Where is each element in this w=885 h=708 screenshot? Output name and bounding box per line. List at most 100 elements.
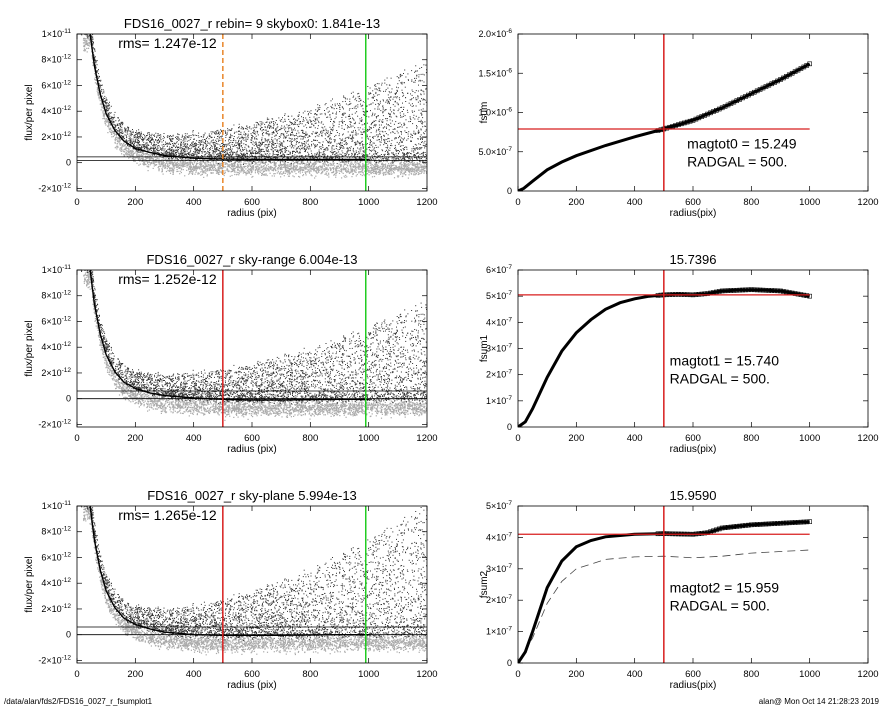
light-points-flux1 [82, 34, 427, 179]
ytick-label-fsum1-1: 1×10-7 [486, 395, 512, 406]
plot-area-flux2 [77, 270, 427, 427]
xtick-label-flux1-5: 1000 [358, 197, 379, 208]
ytick-label-fsum2-3: 3×10-7 [486, 563, 512, 574]
rms-label-flux2: rms= 1.252e-12 [118, 271, 217, 287]
xtick-label-flux2-4: 800 [302, 433, 318, 444]
xtick-label-fsum1-4: 800 [743, 433, 759, 444]
ytick-label-flux2-5: 8×10-12 [41, 290, 71, 301]
xtick-label-flux3-4: 800 [302, 669, 318, 680]
title-fsum2: 15.9590 [670, 488, 717, 503]
ytick-label-fsum1-0: 0 [507, 422, 512, 432]
xtick-label-fsum-3: 600 [685, 197, 701, 208]
title-flux2: FDS16_0027_r sky-range 6.004e-13 [146, 252, 357, 267]
ytick-label-flux3-3: 4×10-12 [41, 577, 71, 588]
ytick-label-fsum2-2: 2×10-7 [486, 594, 512, 605]
panel-flux2: 0 200 400 600 800 1000 1200-2×10-1202×10-124×1… [24, 252, 438, 455]
footer-file-path: /data/alan/fds2/FDS16_0027_r_fsumplot1 [4, 697, 152, 706]
panel-flux3: 0 200 400 600 800 1000 1200-2×10-1202×10-124×1… [24, 488, 438, 691]
frame-flux2 [76, 269, 428, 428]
ylabel-fsum: fsum [479, 102, 490, 124]
panel-fsum1: magtot1 = 15.740 RADGAL = 500. 0 200 400 600 8… [479, 252, 879, 455]
ytick-label-fsum-4: 2.0×10-6 [478, 28, 512, 39]
ytick-label-fsum-2: 1.0×10-6 [478, 107, 512, 118]
ytick-label-flux2-3: 4×10-12 [41, 341, 71, 352]
ytick-label-fsum2-5: 5×10-7 [486, 500, 512, 511]
ytick-label-flux3-4: 6×10-12 [41, 551, 71, 562]
ytick-label-flux1-3: 4×10-12 [41, 105, 71, 116]
ytick-label-fsum1-2: 2×10-7 [486, 369, 512, 380]
title-flux1: FDS16_0027_r rebin= 9 skybox0: 1.841e-13 [124, 16, 380, 31]
xtick-label-fsum-1: 200 [568, 197, 584, 208]
ylabel-flux1: flux/per pixel [24, 84, 35, 140]
ytick-label-fsum-3: 1.5×10-6 [478, 67, 512, 78]
xtick-label-flux2-3: 600 [244, 433, 260, 444]
xtick-label-fsum1-5: 1000 [799, 433, 820, 444]
ytick-label-flux3-6: 1×10-11 [42, 500, 72, 511]
plot-area-fsum2 [518, 506, 812, 663]
curve-markers-fsum [655, 61, 812, 133]
xlabel-fsum2: radius(pix) [670, 680, 717, 691]
ytick-label-flux1-2: 2×10-12 [41, 131, 71, 142]
ytick-label-flux1-6: 1×10-11 [42, 28, 72, 39]
xtick-label-fsum2-3: 600 [685, 669, 701, 680]
xtick-label-flux2-2: 400 [186, 433, 202, 444]
ytick-label-flux1-4: 6×10-12 [41, 79, 71, 90]
xtick-label-flux2-6: 1200 [416, 433, 437, 444]
xtick-label-flux3-0: 0 [74, 669, 79, 680]
ytick-label-fsum1-3: 3×10-7 [486, 343, 512, 354]
xtick-label-flux1-4: 800 [302, 197, 318, 208]
annotation-fsum1-1: RADGAL = 500. [670, 371, 770, 387]
xtick-label-fsum2-1: 200 [568, 669, 584, 680]
ytick-label-flux2-4: 6×10-12 [41, 315, 71, 326]
ytick-label-flux3-2: 2×10-12 [41, 603, 71, 614]
footer-user-timestamp: alan@ Mon Oct 14 21:28:23 2019 [759, 697, 879, 706]
plot-area-flux3 [77, 506, 427, 663]
xtick-label-flux2-5: 1000 [358, 433, 379, 444]
xtick-label-flux1-1: 200 [127, 197, 143, 208]
dark-points-flux2 [80, 270, 427, 405]
annotation-fsum2-1: RADGAL = 500. [670, 597, 770, 613]
xtick-label-fsum-0: 0 [515, 197, 520, 208]
ytick-label-flux3-5: 8×10-12 [41, 526, 71, 537]
panel-fsum2: magtot2 = 15.959 RADGAL = 500. 0 200 400 600 8… [479, 488, 879, 691]
xtick-label-flux2-0: 0 [74, 433, 79, 444]
xtick-label-fsum-2: 400 [627, 197, 643, 208]
ytick-label-flux2-6: 1×10-11 [42, 264, 72, 275]
panel-flux1: 0 200 400 600 800 1000 1200-2×10-1202×10-124×1… [24, 16, 438, 219]
ytick-label-fsum2-1: 1×10-7 [486, 626, 512, 637]
ytick-label-flux3-0: -2×10-12 [38, 654, 71, 665]
plot-area-fsum1 [518, 270, 812, 427]
mean-profile-flux3 [89, 506, 369, 636]
ytick-label-fsum1-6: 6×10-7 [486, 264, 512, 275]
xtick-label-flux3-2: 400 [186, 669, 202, 680]
ylabel-fsum2: fsum2 [479, 570, 490, 598]
xtick-label-fsum1-3: 600 [685, 433, 701, 444]
ylabel-fsum1: fsum1 [479, 334, 490, 362]
plot-area-flux1 [77, 34, 427, 191]
ytick-label-fsum1-5: 5×10-7 [486, 290, 512, 301]
xtick-label-flux3-5: 1000 [358, 669, 379, 680]
ytick-label-fsum2-4: 4×10-7 [486, 531, 512, 542]
mean-profile-flux2 [89, 270, 369, 401]
xlabel-flux1: radius (pix) [227, 208, 276, 219]
xtick-label-fsum-6: 1200 [857, 197, 878, 208]
ytick-label-fsum2-0: 0 [507, 658, 512, 668]
xtick-label-flux1-3: 600 [244, 197, 260, 208]
annotation-fsum2-0: magtot2 = 15.959 [670, 579, 780, 595]
xtick-label-fsum2-5: 1000 [799, 669, 820, 680]
xtick-label-flux2-1: 200 [127, 433, 143, 444]
rms-label-flux3: rms= 1.265e-12 [118, 507, 217, 523]
dark-points-flux1 [80, 34, 427, 165]
xtick-label-fsum1-6: 1200 [857, 433, 878, 444]
annotation-fsum1-0: magtot1 = 15.740 [670, 353, 780, 369]
xtick-label-fsum1-2: 400 [627, 433, 643, 444]
xtick-label-fsum1-0: 0 [515, 433, 520, 444]
xtick-label-flux3-1: 200 [127, 669, 143, 680]
rms-label-flux1: rms= 1.247e-12 [118, 35, 217, 51]
xtick-label-flux1-0: 0 [74, 197, 79, 208]
xtick-label-fsum2-4: 800 [743, 669, 759, 680]
ytick-label-flux1-5: 8×10-12 [41, 54, 71, 65]
ytick-label-flux1-1: 0 [66, 158, 71, 168]
xlabel-fsum: radius(pix) [670, 208, 717, 219]
